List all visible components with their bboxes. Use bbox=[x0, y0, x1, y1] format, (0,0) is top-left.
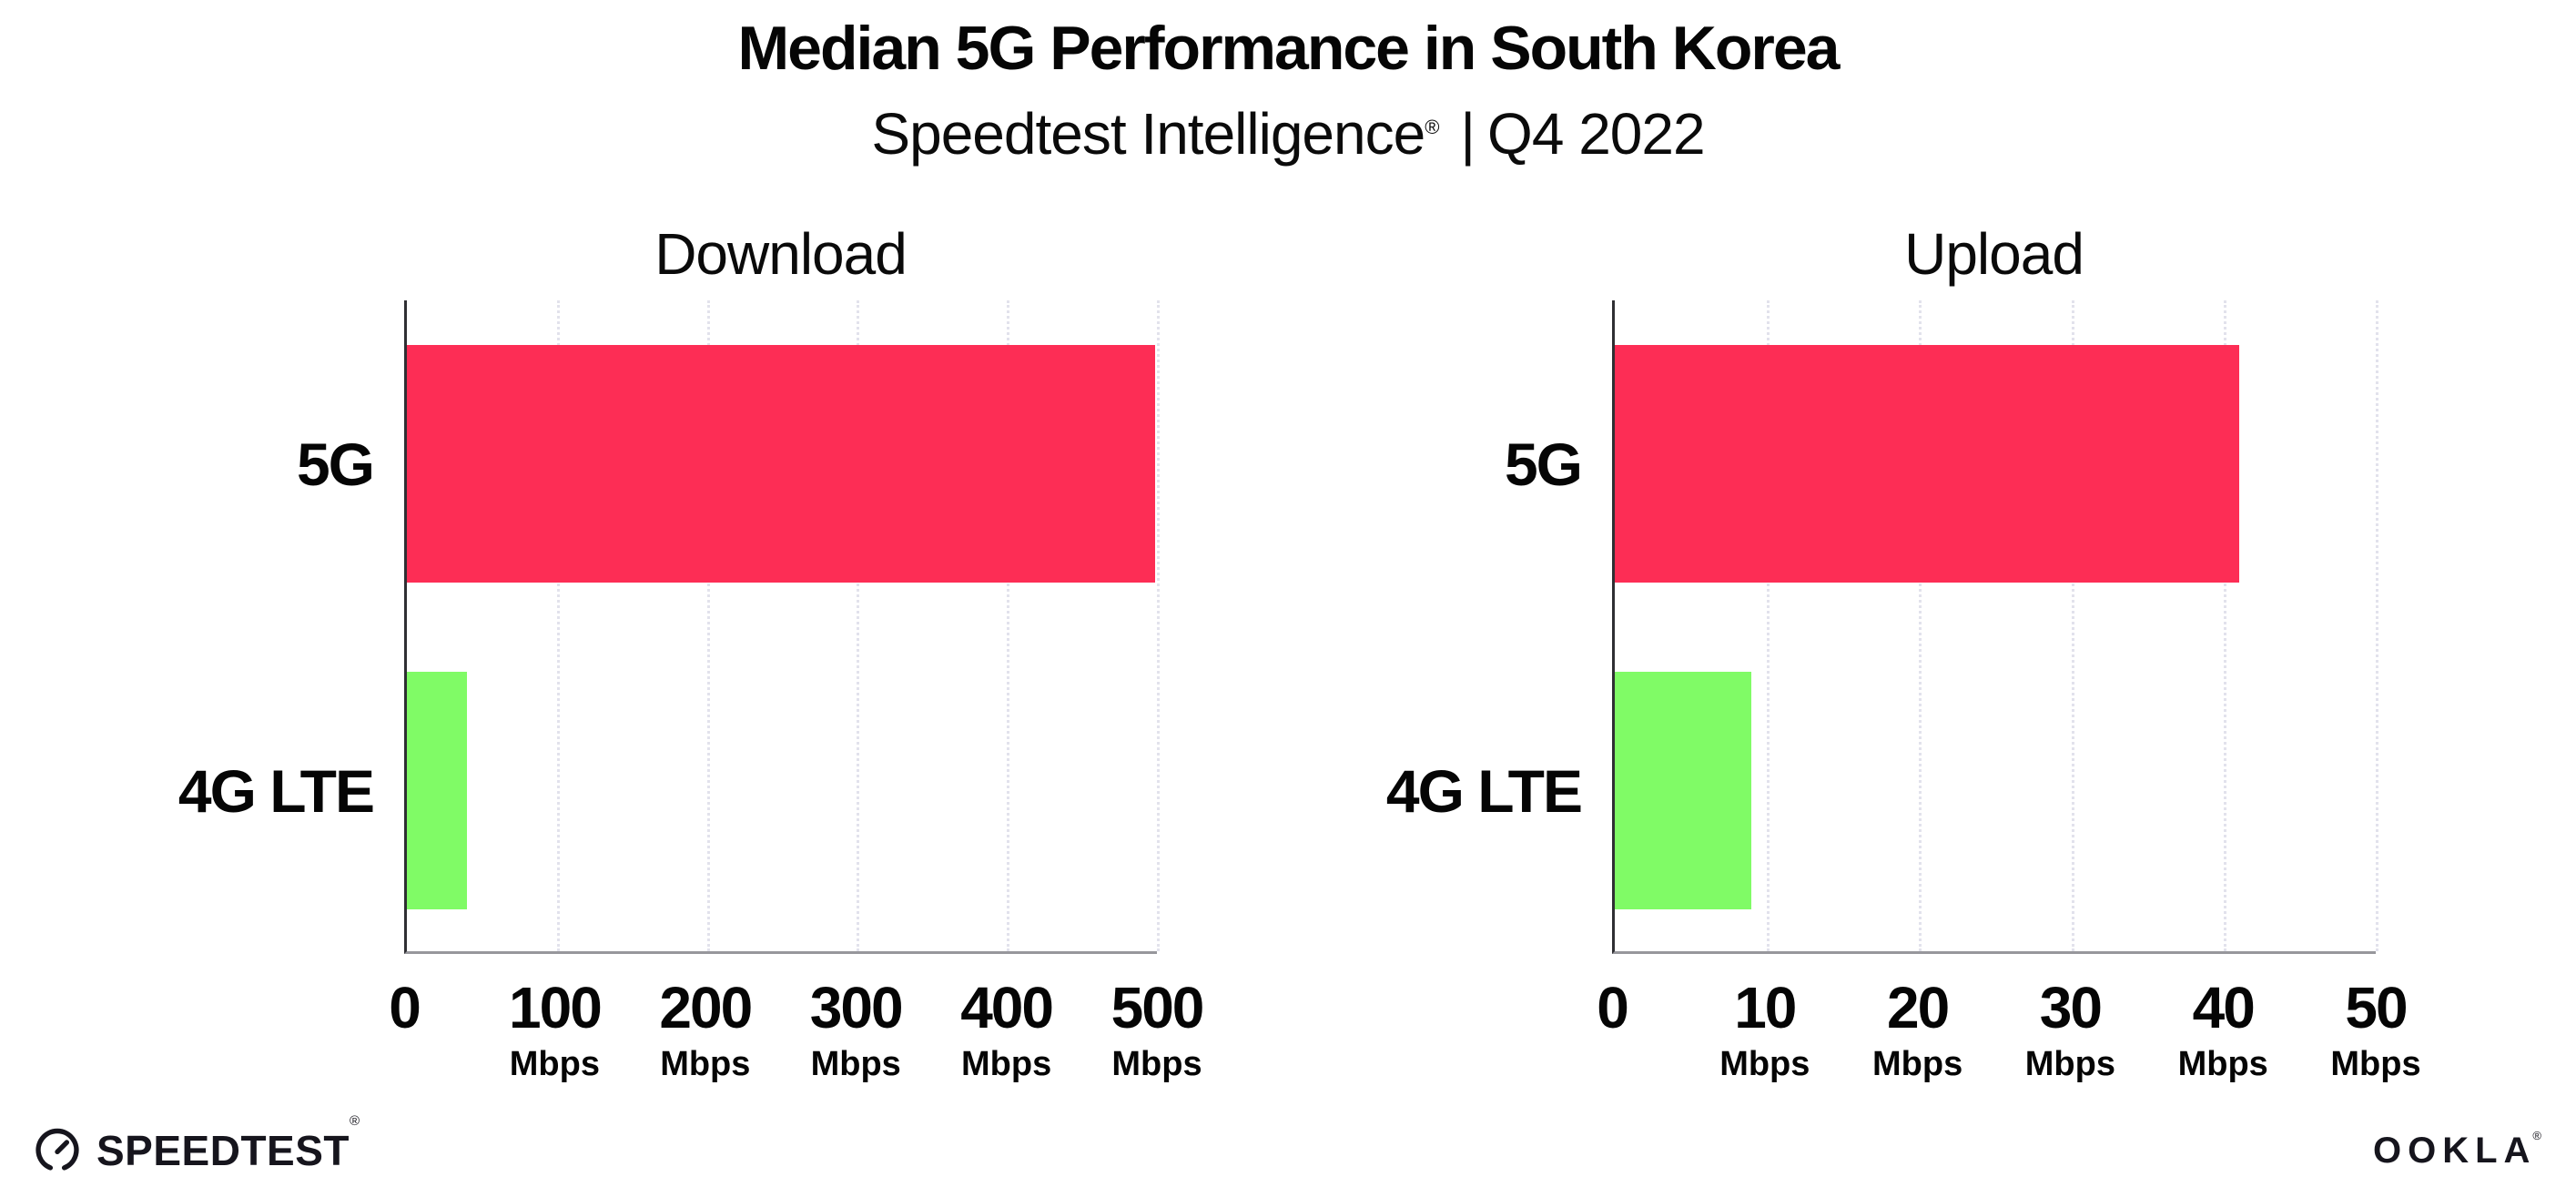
bar-5g-download bbox=[407, 345, 1156, 583]
bar-5g-upload bbox=[1615, 345, 2239, 583]
x-tick-0: 0 bbox=[389, 974, 421, 1041]
x-tick-unit: Mbps bbox=[660, 1045, 751, 1083]
speedtest-wordmark: SPEEDTEST bbox=[96, 1127, 350, 1174]
x-tick-100: 100 Mbps bbox=[509, 974, 603, 1084]
bar-4g-lte-download bbox=[407, 672, 467, 909]
x-tick-value: 200 bbox=[659, 975, 753, 1040]
x-tick-value: 10 bbox=[1734, 975, 1797, 1040]
x-tick-0: 0 bbox=[1597, 974, 1629, 1041]
x-tick-20: 20 Mbps bbox=[1872, 974, 1962, 1084]
x-tick-400: 400 Mbps bbox=[960, 974, 1054, 1084]
gridline-200 bbox=[706, 300, 710, 951]
ookla-registered-mark: ® bbox=[2532, 1129, 2541, 1142]
x-tick-value: 300 bbox=[809, 975, 904, 1040]
x-tick-40: 40 Mbps bbox=[2178, 974, 2268, 1084]
category-label-5g: 5G bbox=[1504, 430, 1583, 498]
x-tick-value: 20 bbox=[1887, 975, 1950, 1040]
gridline-20 bbox=[1919, 300, 1922, 951]
plot-area-upload bbox=[1612, 300, 2378, 954]
page-title: Median 5G Performance in South Korea bbox=[737, 14, 1841, 83]
gridline-300 bbox=[857, 300, 860, 951]
x-tick-value: 50 bbox=[2345, 975, 2408, 1040]
subtitle-period: Q4 2022 bbox=[1487, 101, 1706, 167]
plot-area-download bbox=[404, 300, 1160, 954]
x-tick-value: 500 bbox=[1111, 975, 1205, 1040]
x-tick-value: 40 bbox=[2192, 975, 2256, 1040]
registered-mark: ® bbox=[1425, 115, 1439, 138]
ookla-logo: OOKLA ® bbox=[2372, 1129, 2545, 1172]
x-tick-50: 50 Mbps bbox=[2330, 974, 2420, 1084]
gridline-50 bbox=[2376, 300, 2378, 951]
x-tick-value: 0 bbox=[389, 975, 421, 1040]
ookla-wordmark: OOKLA bbox=[2372, 1131, 2537, 1171]
category-label-4g-lte: 4G LTE bbox=[1385, 756, 1583, 825]
header: Median 5G Performance in South Korea Spe… bbox=[0, 0, 2576, 167]
x-tick-30: 30 Mbps bbox=[2025, 974, 2115, 1084]
x-tick-unit: Mbps bbox=[509, 1045, 600, 1083]
x-tick-value: 30 bbox=[2039, 975, 2103, 1040]
x-tick-unit: Mbps bbox=[2330, 1045, 2421, 1083]
gridline-30 bbox=[2071, 300, 2074, 951]
subtitle-brand: Speedtest Intelligence bbox=[871, 101, 1425, 167]
y-axis-labels: 5G 4G LTE bbox=[1356, 300, 1612, 954]
speedtest-logo: SPEEDTEST® bbox=[33, 1113, 360, 1175]
speedtest-registered-mark: ® bbox=[350, 1113, 360, 1129]
subtitle: Speedtest Intelligence® | Q4 2022 bbox=[0, 100, 2576, 167]
bar-row-4g-lte bbox=[1615, 627, 2376, 954]
bar-4g-lte-upload bbox=[1615, 672, 1752, 909]
chart-title-upload: Upload bbox=[1904, 221, 2084, 287]
plot-row: 5G 4G LTE bbox=[1356, 300, 2378, 954]
x-tick-unit: Mbps bbox=[810, 1045, 901, 1083]
download-chart: Download 5G 4G LTE 0 100 Mbps 200 Mbps 300 Mbps… bbox=[150, 220, 1205, 1127]
subtitle-separator: | bbox=[1460, 101, 1476, 167]
speedtest-gauge-icon bbox=[35, 1128, 79, 1171]
x-tick-unit: Mbps bbox=[2024, 1045, 2115, 1083]
plot-row: 5G 4G LTE bbox=[150, 300, 1160, 954]
x-tick-value: 100 bbox=[509, 975, 603, 1040]
gridline-400 bbox=[1007, 300, 1010, 951]
x-tick-500: 500 Mbps bbox=[1111, 974, 1205, 1084]
bar-row-5g bbox=[407, 300, 1157, 627]
category-label-4g-lte: 4G LTE bbox=[177, 756, 375, 825]
x-tick-unit: Mbps bbox=[1719, 1045, 1810, 1083]
gridline-100 bbox=[556, 300, 560, 951]
x-tick-value: 0 bbox=[1597, 975, 1629, 1040]
x-tick-unit: Mbps bbox=[960, 1045, 1052, 1083]
bar-row-4g-lte bbox=[407, 627, 1157, 954]
x-tick-200: 200 Mbps bbox=[659, 974, 753, 1084]
gridline-40 bbox=[2223, 300, 2226, 951]
chart-title-download: Download bbox=[654, 221, 908, 287]
x-tick-300: 300 Mbps bbox=[809, 974, 904, 1084]
x-tick-10: 10 Mbps bbox=[1719, 974, 1810, 1084]
x-axis-upload: 0 10 Mbps 20 Mbps 30 Mbps 40 Mbps 50 Mbps bbox=[1597, 954, 2420, 1127]
bar-row-5g bbox=[1615, 300, 2376, 627]
x-tick-value: 400 bbox=[960, 975, 1054, 1040]
x-tick-unit: Mbps bbox=[1111, 1045, 1202, 1083]
x-axis-download: 0 100 Mbps 200 Mbps 300 Mbps 400 Mbps 500 Mbps bbox=[389, 954, 1204, 1127]
upload-chart: Upload 5G 4G LTE 0 10 Mbps 20 Mbps 30 Mbps 40 Mbp… bbox=[1356, 220, 2421, 1127]
gridline-500 bbox=[1157, 300, 1160, 951]
gridline-10 bbox=[1767, 300, 1770, 951]
y-axis-labels: 5G 4G LTE bbox=[150, 300, 404, 954]
category-label-5g: 5G bbox=[296, 430, 375, 498]
x-tick-unit: Mbps bbox=[1871, 1045, 1963, 1083]
x-tick-unit: Mbps bbox=[2177, 1045, 2268, 1083]
